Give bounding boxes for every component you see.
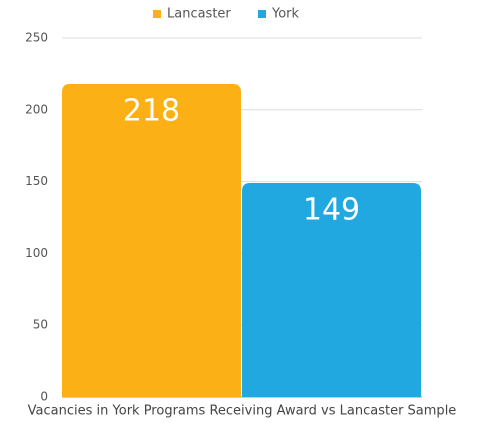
y-tick-label: 150 xyxy=(25,174,48,188)
y-tick-label: 100 xyxy=(25,246,48,260)
y-tick-label: 0 xyxy=(40,390,48,404)
legend-label: York xyxy=(271,7,300,22)
value-label: 149 xyxy=(303,193,360,228)
bar xyxy=(242,183,421,397)
x-tick-label: Vacancies in York Programs Receiving Awa… xyxy=(28,404,457,419)
y-tick-label: 50 xyxy=(33,318,48,332)
y-tick-label: 200 xyxy=(25,102,48,116)
legend-swatch xyxy=(153,10,161,18)
y-tick-label: 250 xyxy=(25,31,48,45)
bar xyxy=(62,83,241,398)
value-label: 218 xyxy=(123,93,180,128)
legend-swatch xyxy=(258,10,266,18)
legend-label: Lancaster xyxy=(167,7,231,22)
